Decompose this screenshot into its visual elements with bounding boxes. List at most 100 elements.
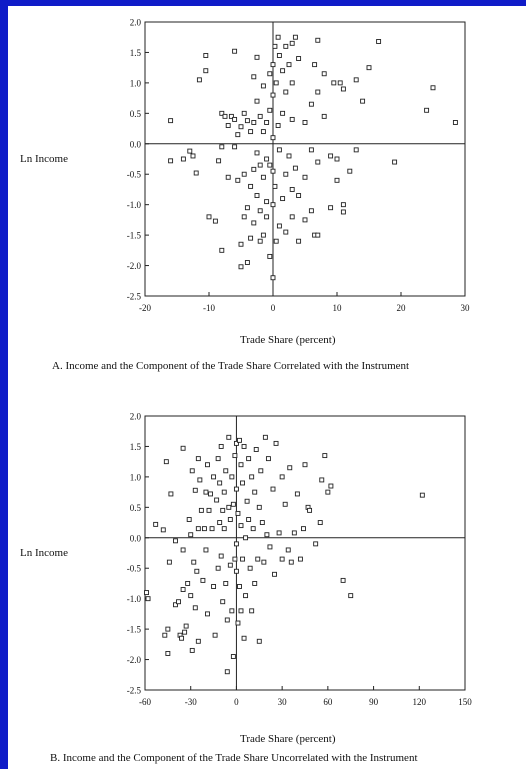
chart-a-data-point bbox=[251, 166, 257, 172]
chart-b-data-point bbox=[195, 638, 201, 644]
chart-a-data-point bbox=[296, 56, 302, 61]
chart-b-data-point bbox=[272, 571, 277, 577]
chart-a-data-point bbox=[334, 156, 340, 162]
chart-b-ytick-label: -1.0 bbox=[127, 594, 142, 604]
chart-a-data-point bbox=[212, 218, 218, 224]
chart-b-ytick-label: -0.5 bbox=[127, 564, 142, 574]
chart-a-data-point bbox=[267, 162, 273, 168]
chart-a-data-point bbox=[424, 107, 430, 113]
chart-b-data-point bbox=[247, 565, 253, 571]
chart-b-data-point bbox=[232, 556, 238, 562]
chart-b-ytick-label: 0.5 bbox=[130, 503, 142, 513]
chart-a-data-point bbox=[264, 156, 270, 162]
chart-b-xtick-label: 90 bbox=[369, 697, 379, 707]
chart-a-data-point bbox=[244, 260, 250, 265]
chart-a-data-point bbox=[251, 220, 257, 226]
chart-b-data-point bbox=[145, 596, 151, 602]
chart-a-data-point bbox=[219, 144, 225, 150]
chart-b-data-point bbox=[224, 617, 230, 623]
chart-a-data-point bbox=[254, 193, 260, 198]
chart-b-data-point bbox=[258, 468, 264, 474]
scatter-chart-a: 2.0 1.5 1.0 0.5 0.0 -0.5 -1.0 -1.5 -2.0 -2.5-20 -1… bbox=[127, 18, 471, 314]
chart-b-data-point bbox=[319, 477, 325, 483]
chart-b-xtick-label: 60 bbox=[323, 697, 333, 707]
chart-a-data-point bbox=[315, 159, 321, 165]
chart-a-data-point bbox=[276, 147, 282, 153]
chart-b-data-point bbox=[189, 468, 195, 474]
chart-b-data-point bbox=[250, 526, 256, 532]
chart-a-data-point bbox=[257, 162, 263, 168]
chart-a-data-point bbox=[280, 196, 286, 202]
chart-b-data-point bbox=[206, 507, 212, 513]
chart-b-data-point bbox=[287, 465, 293, 471]
chart-b-data-point bbox=[246, 456, 252, 462]
chart-a-xtick-label: 10 bbox=[333, 303, 343, 313]
chart-a-data-point bbox=[257, 238, 263, 244]
chart-b-data-point bbox=[340, 577, 346, 583]
chart-b-data-point bbox=[238, 462, 244, 468]
chart-a-ylabel: Ln Income bbox=[20, 153, 68, 165]
chart-b-data-point bbox=[238, 608, 244, 614]
chart-a-data-point bbox=[273, 80, 279, 86]
chart-a-data-point bbox=[244, 205, 250, 211]
chart-a-xtick-label: 30 bbox=[461, 303, 471, 313]
chart-a-ytick-label: 0.0 bbox=[130, 139, 142, 149]
chart-a-xtick-label: 20 bbox=[397, 303, 407, 313]
chart-a-data-point bbox=[315, 232, 321, 238]
chart-a-data-point bbox=[270, 62, 276, 68]
chart-b-data-point bbox=[176, 599, 181, 605]
chart-a-data-point bbox=[340, 202, 346, 208]
chart-b-data-point bbox=[233, 568, 239, 574]
chart-b-data-point bbox=[192, 605, 198, 611]
chart-a-data-point bbox=[254, 150, 260, 156]
chart-b-data-point bbox=[180, 587, 186, 592]
chart-a-data-point bbox=[260, 174, 266, 180]
chart-b-data-point bbox=[235, 510, 241, 516]
chart-a-data-point bbox=[248, 235, 254, 241]
chart-a-xlabel: Trade Share (percent) bbox=[240, 334, 336, 346]
chart-b-data-point bbox=[235, 620, 241, 626]
chart-b-data-point bbox=[217, 520, 223, 526]
chart-b-data-point bbox=[240, 556, 245, 562]
chart-b-data-point bbox=[217, 480, 223, 486]
chart-a-data-point bbox=[276, 53, 282, 58]
chart-b-data-point bbox=[322, 453, 328, 459]
chart-b-data-point bbox=[264, 532, 270, 538]
chart-b-data-point bbox=[241, 635, 247, 641]
chart-a-data-point bbox=[264, 199, 270, 205]
chart-a-data-point bbox=[289, 116, 295, 122]
chart-b-data-point bbox=[226, 504, 232, 510]
chart-b-xtick-label: -60 bbox=[139, 697, 151, 707]
chart-a-data-point bbox=[232, 116, 238, 122]
chart-b-data-point bbox=[211, 584, 217, 589]
chart-b-data-point bbox=[301, 526, 306, 532]
chart-b-data-point bbox=[179, 635, 185, 641]
chart-a-data-point bbox=[328, 153, 334, 159]
chart-b-data-point bbox=[267, 544, 273, 550]
chart-a-data-point bbox=[251, 120, 257, 125]
chart-b-data-point bbox=[229, 608, 235, 614]
chart-b-data-point bbox=[215, 456, 221, 462]
chart-a-data-point bbox=[270, 202, 276, 208]
chart-a-ytick-label: -2.0 bbox=[127, 261, 142, 271]
chart-b-data-point bbox=[191, 559, 197, 565]
chart-b-data-point bbox=[307, 507, 313, 513]
chart-b-data-point bbox=[317, 520, 323, 526]
chart-b-data-point bbox=[188, 532, 194, 538]
chart-b-xtick-label: 120 bbox=[413, 697, 427, 707]
chart-b-data-point bbox=[218, 443, 224, 449]
chart-b-data-point bbox=[166, 559, 172, 565]
chart-a-data-point bbox=[203, 53, 209, 58]
chart-b-data-point bbox=[198, 507, 204, 513]
chart-a-data-point bbox=[232, 144, 238, 150]
chart-a-data-point bbox=[296, 193, 302, 198]
chart-b-data-point bbox=[160, 527, 166, 533]
chart-b-data-point bbox=[162, 632, 168, 638]
chart-a-data-point bbox=[280, 68, 286, 74]
chart-a-data-point bbox=[302, 217, 308, 223]
chart-a-data-point bbox=[292, 34, 298, 40]
chart-b-data-point bbox=[153, 521, 159, 527]
chart-b-data-point bbox=[253, 447, 259, 452]
chart-a-data-point bbox=[260, 83, 266, 89]
chart-a-data-point bbox=[347, 168, 353, 174]
